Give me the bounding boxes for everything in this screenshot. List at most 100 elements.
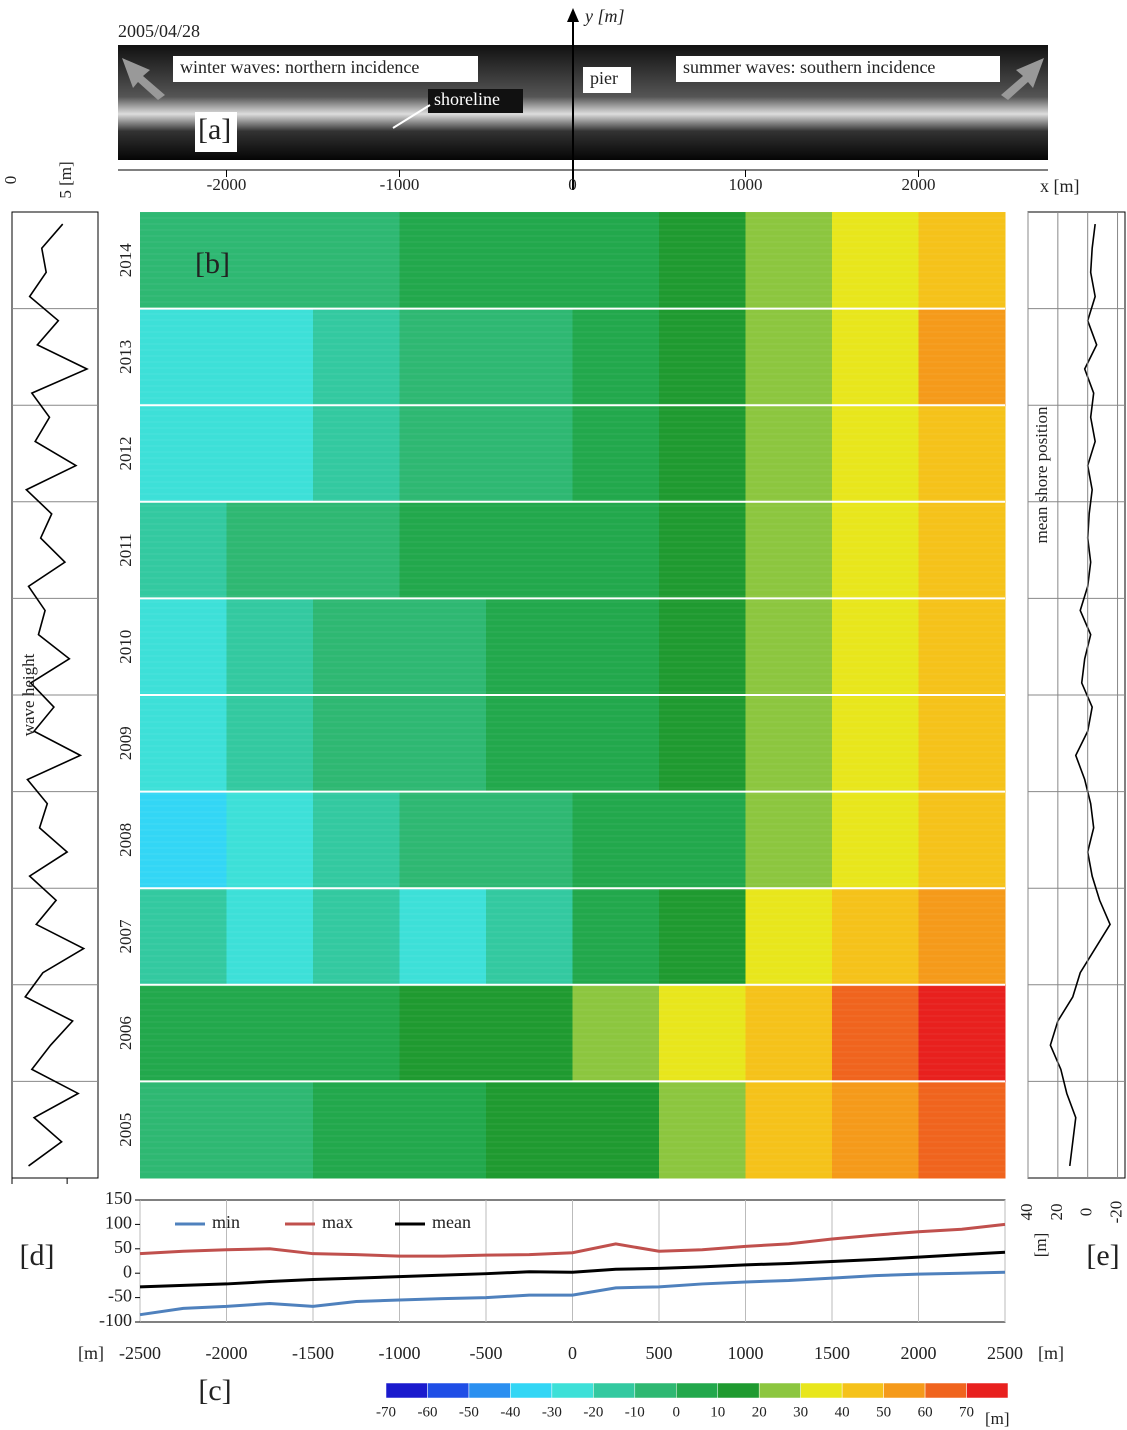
heat-cell xyxy=(659,984,746,1082)
panel-label: [c] xyxy=(198,1374,231,1407)
heat-cell xyxy=(486,405,573,503)
annotation: pier xyxy=(590,68,618,88)
colorbar-label: -60 xyxy=(417,1404,437,1420)
heat-cell xyxy=(918,888,1006,986)
panel-label: [e] xyxy=(1086,1239,1119,1272)
x-tick-label: -1000 xyxy=(379,1343,421,1363)
heat-cell xyxy=(659,1081,746,1179)
y-tick-label: 0 xyxy=(123,1261,132,1281)
pointer xyxy=(392,104,431,129)
heat-cell xyxy=(832,308,919,406)
x-tick-label: -500 xyxy=(470,1343,503,1363)
heat-cell xyxy=(140,888,227,986)
unit-label: [m] xyxy=(1038,1343,1064,1363)
heat-cell xyxy=(918,405,1006,503)
heat-cell xyxy=(399,695,487,793)
heat-cell xyxy=(226,501,314,599)
colorbar-label: 10 xyxy=(710,1404,725,1420)
heat-cell xyxy=(832,501,919,599)
heat-cell xyxy=(659,501,746,599)
panel-label: [d] xyxy=(20,1239,55,1272)
heat-cell xyxy=(918,501,1006,599)
heat-cell xyxy=(832,888,919,986)
year-label: 2012 xyxy=(116,437,135,471)
heat-cell xyxy=(399,405,487,503)
colorbar-label: -30 xyxy=(542,1404,562,1420)
heat-cell xyxy=(832,212,919,310)
heat-cell xyxy=(486,888,573,986)
heat-cell xyxy=(226,695,314,793)
heat-cell xyxy=(486,791,573,889)
panel-title: mean shore position xyxy=(1032,406,1051,543)
arrowhead xyxy=(567,8,579,22)
heat-cell xyxy=(399,501,487,599)
box xyxy=(428,89,523,113)
heat-cell xyxy=(572,1081,660,1179)
colorbar-swatch xyxy=(427,1382,470,1399)
heat-cell xyxy=(140,695,227,793)
x-tick-label: 5 [m] xyxy=(56,161,75,198)
heat-cell xyxy=(572,308,660,406)
heat-cell xyxy=(659,598,746,696)
box xyxy=(195,112,237,152)
heat-cell xyxy=(399,791,487,889)
colorbar-swatch xyxy=(717,1382,760,1399)
x-tick-label: -2000 xyxy=(207,175,247,194)
heat-cell xyxy=(486,501,573,599)
legend-label: max xyxy=(322,1212,353,1232)
heat-cell xyxy=(745,501,833,599)
y-tick-label: -50 xyxy=(108,1286,132,1306)
colorbar-swatch xyxy=(883,1382,926,1399)
year-label: 2014 xyxy=(116,243,135,278)
year-label: 2011 xyxy=(116,533,135,566)
heat-cell xyxy=(572,984,660,1082)
heat-cell xyxy=(140,308,227,406)
heat-cell xyxy=(313,501,400,599)
heat-cell xyxy=(313,308,400,406)
x-tick-label: 40 xyxy=(1017,1204,1036,1221)
colorbar-swatch xyxy=(510,1382,553,1399)
heat-cell xyxy=(313,984,400,1082)
arrow xyxy=(122,58,165,100)
year-label: 2006 xyxy=(116,1016,135,1050)
heat-cell xyxy=(226,888,314,986)
heat-cell xyxy=(140,1081,227,1179)
heat-cell xyxy=(399,598,487,696)
heat-cell xyxy=(313,405,400,503)
heat-cell xyxy=(313,888,400,986)
colorbar-label: -40 xyxy=(500,1404,520,1420)
heat-cell xyxy=(226,598,314,696)
heat-cell xyxy=(140,984,227,1082)
colorbar-label: -50 xyxy=(459,1404,479,1420)
colorbar-label: -70 xyxy=(376,1404,396,1420)
colorbar-label: 50 xyxy=(876,1404,891,1420)
heat-cell xyxy=(486,598,573,696)
x-tick-label: 2000 xyxy=(901,1343,937,1363)
colorbar-swatch xyxy=(758,1382,801,1399)
heat-cell xyxy=(572,501,660,599)
colorbar-label: -10 xyxy=(625,1404,645,1420)
heat-cell xyxy=(140,405,227,503)
year-label: 2010 xyxy=(116,630,135,664)
heat-cell xyxy=(572,695,660,793)
box xyxy=(173,56,478,82)
colorbar-swatch xyxy=(385,1382,428,1399)
panel-label: [b] xyxy=(195,247,230,280)
y-tick-label: -100 xyxy=(99,1310,132,1330)
box xyxy=(583,67,631,93)
unit-label: [m] xyxy=(78,1343,104,1363)
heat-cell xyxy=(399,308,487,406)
axis-label: y [m] xyxy=(583,6,625,26)
colorbar-label: -20 xyxy=(583,1404,603,1420)
heat-cell xyxy=(313,1081,400,1179)
year-label: 2008 xyxy=(116,823,135,857)
colorbar-label: 20 xyxy=(752,1404,767,1420)
heat-cell xyxy=(745,308,833,406)
x-tick-label: 0 xyxy=(568,175,577,194)
heat-cell xyxy=(745,791,833,889)
panel-label: [a] xyxy=(198,113,231,146)
heat-cell xyxy=(313,695,400,793)
colorbar-label: 70 xyxy=(959,1404,974,1420)
heat-cell xyxy=(226,308,314,406)
heat-cell xyxy=(486,308,573,406)
